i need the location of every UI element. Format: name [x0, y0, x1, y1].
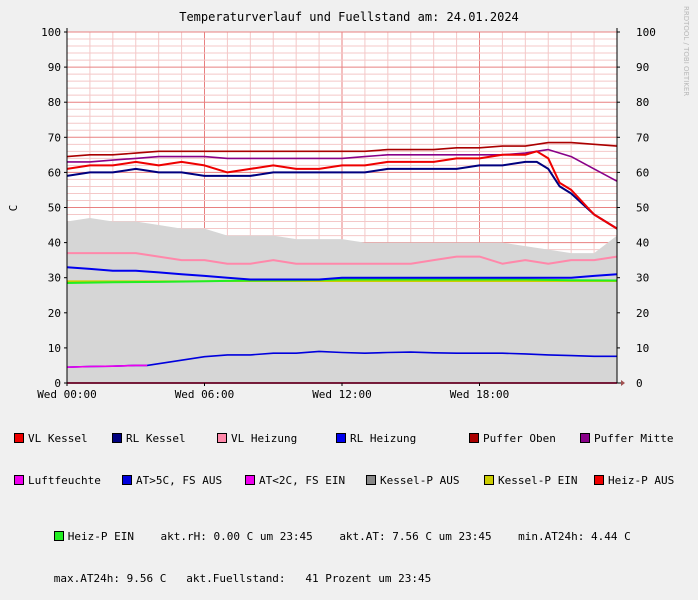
legend-label: RL Kessel	[126, 432, 186, 445]
stat-max-at: max.AT24h: 9.56 C	[53, 572, 167, 585]
y-tick-label-left: 80	[48, 96, 61, 109]
legend-row: Luftfeuchte AT>5C, FS AUS AT<2C, FS EIN Kes…	[14, 474, 694, 488]
stat-akt-at: akt.AT: 7.56 C um 23:45	[339, 530, 492, 543]
legend-row: VL Kessel RL Kessel VL Heizung RL Heizung Pu…	[14, 432, 694, 446]
legend-label: Heiz-P AUS	[608, 474, 675, 487]
legend-item-luftfeuchte: Luftfeuchte	[14, 474, 122, 488]
legend-item-rl-heizung: RL Heizung	[336, 432, 469, 446]
legend: VL Kessel RL Kessel VL Heizung RL Heizung Pu…	[14, 404, 694, 600]
legend-item-vl-kessel: VL Kessel	[14, 432, 112, 446]
y-tick-label-right: 70	[636, 131, 649, 144]
y-tick-label-left: 50	[48, 202, 61, 215]
y-tick-label-left: 30	[48, 272, 61, 285]
legend-swatch	[336, 433, 346, 443]
y-tick-label-left: 90	[48, 61, 61, 74]
legend-swatch	[366, 475, 376, 485]
series-line-puffer-oben	[66, 141, 618, 158]
legend-swatch	[594, 475, 604, 485]
legend-item-kessel-p-aus: Kessel-P AUS	[366, 474, 484, 488]
legend-label: VL Heizung	[231, 432, 298, 445]
chart: Temperaturverlauf und Fuellstand am: 24.…	[7, 6, 690, 401]
legend-item-at-5c-fs-aus: AT>5C, FS AUS	[122, 474, 245, 488]
x-axis-arrow	[621, 380, 625, 386]
y-tick-label-right: 80	[636, 96, 649, 109]
legend-item-heiz-p-ein: Heiz-P EIN	[53, 530, 134, 544]
series-line-at-5c-fs-aus	[66, 350, 617, 368]
legend-swatch	[112, 433, 122, 443]
legend-swatch	[484, 475, 494, 485]
stat-akt-rh: akt.rH: 0.00 C um 23:45	[160, 530, 313, 543]
legend-swatch	[245, 475, 255, 485]
series-line-at-2c-fs-ein	[66, 364, 148, 368]
y-tick-label-right: 50	[636, 202, 649, 215]
y-tick-label-right: 40	[636, 237, 649, 250]
series-line-vl-heizung	[67, 252, 618, 265]
watermark: RRDTOOL / TOBI OETIKER	[682, 6, 690, 96]
legend-label: Puffer Mitte	[594, 432, 674, 445]
legend-item-puffer-oben: Puffer Oben	[469, 432, 580, 446]
y-tick-label-left: 60	[48, 166, 61, 179]
series-line-vl-kessel	[66, 150, 618, 230]
y-tick-label-right: 0	[636, 377, 643, 390]
legend-item-puffer-mitte: Puffer Mitte	[580, 432, 673, 446]
chart-title: Temperaturverlauf und Fuellstand am: 24.…	[179, 10, 519, 24]
legend-row: Heiz-P EIN akt.rH: 0.00 C um 23:45 akt.A…	[14, 516, 694, 543]
stat-min-at: min.AT24h: 4.44 C	[518, 530, 631, 543]
legend-label: Luftfeuchte	[28, 474, 101, 487]
y-axis-label: C	[7, 205, 20, 212]
legend-item-heiz-p-aus: Heiz-P AUS	[594, 474, 674, 488]
y-tick-label-right: 60	[636, 166, 649, 179]
y-tick-label-right: 10	[636, 342, 649, 355]
legend-label: VL Kessel	[28, 432, 88, 445]
legend-item-at-2c-fs-ein: AT<2C, FS EIN	[245, 474, 366, 488]
legend-swatch	[469, 433, 479, 443]
x-tick-label: Wed 12:00	[312, 388, 372, 401]
legend-swatch	[14, 475, 24, 485]
y-tick-label-left: 100	[41, 26, 61, 39]
legend-label: AT<2C, FS EIN	[259, 474, 346, 487]
x-tick-label: Wed 06:00	[175, 388, 235, 401]
legend-label: Puffer Oben	[483, 432, 556, 445]
chart-frame: Temperaturverlauf und Fuellstand am: 24.…	[7, 6, 690, 585]
x-tick-label: Wed 18:00	[450, 388, 510, 401]
legend-swatch	[14, 433, 24, 443]
stat-fuellstand: akt.Fuellstand: 41 Prozent um 23:45	[186, 572, 432, 585]
series-line-rl-kessel	[66, 160, 618, 230]
legend-row: max.AT24h: 9.56 C akt.Fuellstand: 41 Pro…	[14, 558, 694, 585]
legend-swatch	[580, 433, 590, 443]
legend-label: Kessel-P EIN	[498, 474, 578, 487]
y-tick-label-left: 20	[48, 307, 61, 320]
y-tick-label-left: 10	[48, 342, 61, 355]
y-tick-label-right: 30	[636, 272, 649, 285]
y-tick-label-right: 20	[636, 307, 649, 320]
legend-label: Kessel-P AUS	[380, 474, 460, 487]
legend-item-kessel-p-ein: Kessel-P EIN	[484, 474, 594, 488]
legend-item-rl-kessel: RL Kessel	[112, 432, 217, 446]
y-tick-label-right: 90	[636, 61, 649, 74]
legend-swatch	[122, 475, 132, 485]
y-tick-label-left: 40	[48, 237, 61, 250]
legend-item-vl-heizung: VL Heizung	[217, 432, 336, 446]
series-line-puffer-mitte	[67, 148, 618, 182]
series-line-heiz-p-ein	[66, 278, 618, 284]
y-tick-label-left: 70	[48, 131, 61, 144]
legend-label: RL Heizung	[350, 432, 417, 445]
series-line-rl-heizung	[66, 266, 618, 281]
legend-swatch	[217, 433, 227, 443]
y-tick-label-left: 0	[54, 377, 61, 390]
legend-label: AT>5C, FS AUS	[136, 474, 223, 487]
legend-label: Heiz-P EIN	[67, 530, 134, 543]
y-tick-label-right: 100	[636, 26, 656, 39]
legend-swatch	[53, 531, 64, 541]
x-tick-label: Wed 00:00	[37, 388, 97, 401]
